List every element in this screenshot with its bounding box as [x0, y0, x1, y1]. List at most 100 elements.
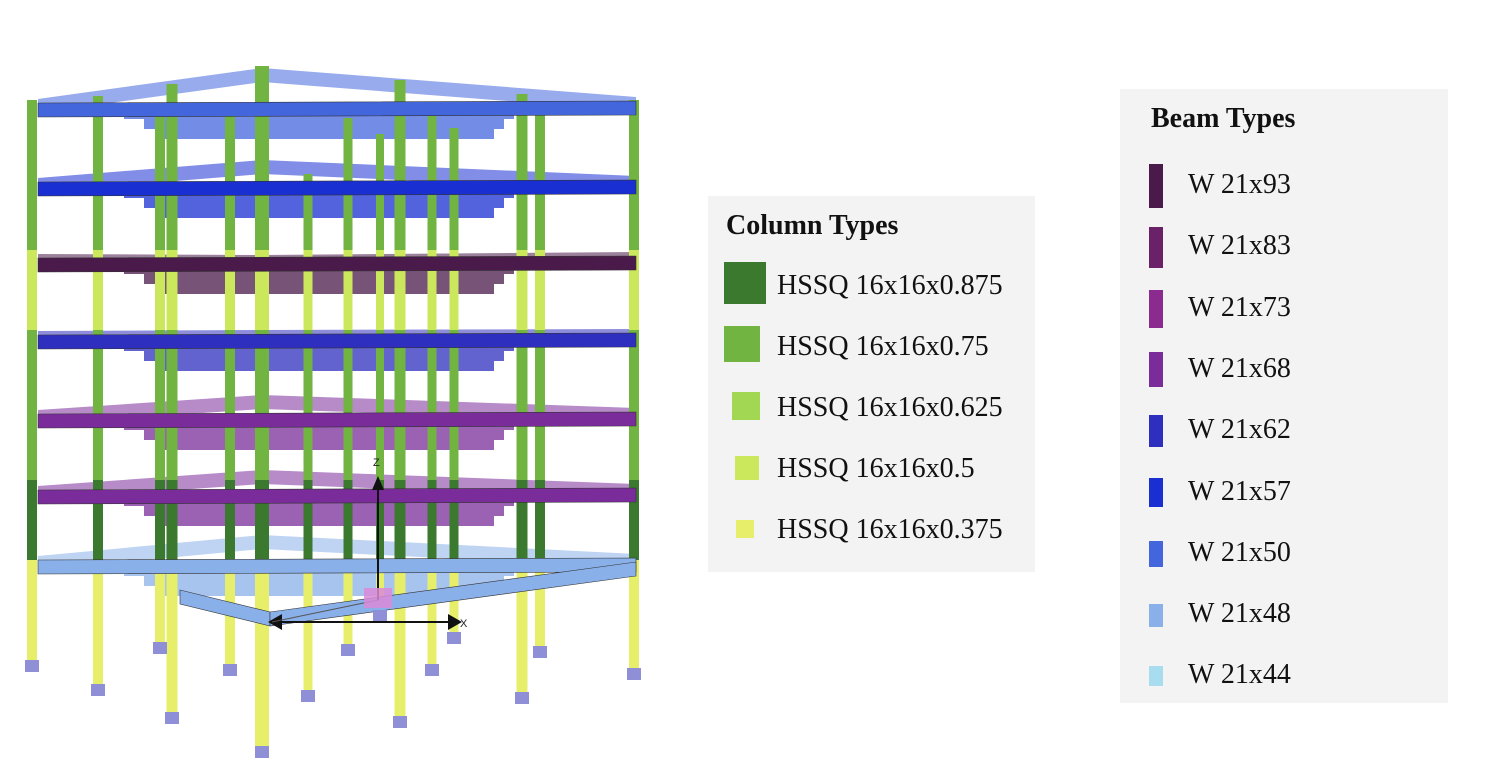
floor-beam-interior — [164, 129, 494, 139]
beam-legend-label: W 21x57 — [1188, 475, 1291, 507]
column-support — [425, 664, 439, 676]
floor-beam-front — [37, 255, 637, 273]
column-support — [255, 746, 269, 758]
column-segment — [535, 330, 545, 480]
beam-legend-swatch — [1149, 352, 1163, 388]
column-segment — [629, 480, 639, 560]
x-axis-label: X — [460, 618, 468, 630]
column-segment — [166, 480, 178, 560]
beam-legend-item: W 21x68 — [1120, 89, 1448, 388]
column-segment — [225, 330, 235, 480]
beam-legend-label: W 21x48 — [1188, 598, 1291, 630]
column-legend-swatch — [724, 262, 766, 304]
column-segment — [255, 66, 269, 250]
column-segment — [427, 560, 437, 664]
column-segment — [343, 330, 353, 480]
column-segment — [303, 174, 313, 250]
floor-beam-front — [37, 332, 637, 350]
column-support — [153, 642, 167, 654]
floor-beam-interior — [144, 274, 504, 284]
column-segment — [93, 560, 103, 684]
column-segment — [449, 330, 459, 480]
floor-beam-front — [37, 411, 637, 429]
column-segment — [535, 480, 545, 560]
column-legend-label: HSSQ 16x16x0.375 — [777, 514, 1003, 545]
beam-legend-swatch — [1149, 478, 1163, 507]
floor-beam-interior — [164, 440, 494, 450]
column-legend-item: HSSQ 16x16x0.5 — [708, 196, 1035, 484]
column-legend-label: HSSQ 16x16x0.75 — [777, 331, 989, 362]
column-supports — [25, 610, 641, 758]
column-segment — [427, 480, 437, 560]
floor-beam-front — [37, 487, 637, 505]
coordinate-axes: X Z — [268, 457, 468, 630]
column-segment — [394, 330, 406, 480]
column-segment — [629, 330, 639, 480]
beam-legend-item: W 21x57 — [1120, 89, 1448, 507]
floor-slab-back — [38, 470, 636, 500]
beam-legend-label: W 21x93 — [1188, 169, 1291, 200]
column-legend-swatch — [735, 456, 759, 480]
column-support — [515, 692, 529, 704]
floor-beam-interior — [144, 119, 504, 129]
floor-beam-interior — [164, 208, 494, 218]
beam-types-legend: Beam Types W 21x93 W 21x83 W 21x73 W 21x68 W… — [1120, 89, 1448, 703]
column-types-legend: Column Types HSSQ 16x16x0.875 HSSQ 16x16x… — [708, 196, 1035, 572]
column-legend-swatch — [732, 392, 760, 420]
column-segment — [427, 250, 437, 330]
column-segment — [535, 250, 545, 330]
column-segment — [93, 330, 103, 480]
column-legend-label: HSSQ 16x16x0.625 — [777, 392, 1003, 423]
column-legend-item: HSSQ 16x16x0.875 — [708, 196, 1035, 304]
beam-legend-item: W 21x50 — [1120, 89, 1448, 568]
column-segment — [225, 106, 235, 250]
column-segment — [27, 480, 37, 560]
beam-legend-item: W 21x48 — [1120, 89, 1448, 629]
column-segment — [629, 100, 639, 250]
column-support — [223, 664, 237, 676]
beam-legend-swatch — [1149, 603, 1163, 627]
floor-beam-front — [37, 100, 637, 118]
beam-legend-swatch — [1149, 666, 1163, 687]
floor-slab-back — [38, 160, 636, 192]
column-support — [301, 690, 315, 702]
floor-beam-interior — [144, 198, 504, 208]
floor-beam-interior — [144, 506, 504, 516]
column-segment — [376, 330, 384, 480]
column-support — [165, 712, 179, 724]
column-segment — [343, 480, 353, 560]
column-segment — [303, 560, 313, 690]
column-segment — [27, 560, 37, 660]
column-segment — [427, 104, 437, 250]
column-segment — [93, 480, 103, 560]
floor-beam-interior — [164, 516, 494, 526]
z-axis-arrowhead — [372, 476, 384, 490]
floor-beams-front — [37, 100, 637, 627]
column-segment — [516, 330, 528, 480]
column-segment — [427, 330, 437, 480]
beam-legend-title: Beam Types — [1151, 103, 1296, 134]
beam-legend-swatch — [1149, 540, 1163, 567]
column-support — [91, 684, 105, 696]
column-segment — [27, 250, 37, 330]
column-legend-swatch — [724, 326, 760, 362]
column-legend-item: HSSQ 16x16x0.375 — [708, 196, 1035, 545]
column-support — [373, 610, 387, 622]
floor-beam-front — [37, 557, 637, 575]
beam-legend-label: W 21x83 — [1188, 230, 1291, 262]
axis-left-arrowhead — [268, 614, 282, 630]
beam-legend-label: W 21x73 — [1188, 291, 1291, 323]
beam-legend-label: W 21x62 — [1188, 414, 1291, 446]
column-support — [341, 644, 355, 656]
column-segment — [516, 94, 528, 250]
floor-beam-interior — [164, 361, 494, 371]
column-segment — [155, 250, 165, 330]
column-segment — [376, 250, 384, 330]
structural-frame-model: X Z — [25, 66, 641, 758]
column-segment — [155, 560, 165, 642]
column-segment — [255, 330, 269, 480]
floor-beam-interior — [164, 586, 494, 596]
column-support — [627, 668, 641, 680]
x-axis-arrowhead — [448, 614, 462, 630]
column-support — [393, 716, 407, 728]
